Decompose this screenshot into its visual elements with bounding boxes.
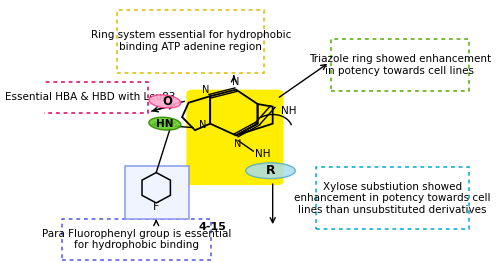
FancyBboxPatch shape [186,90,284,185]
Ellipse shape [149,95,180,108]
Text: N: N [232,77,239,87]
Text: Xylose substiution showed
enhancement in potency towards cell
lines than unsubst: Xylose substiution showed enhancement in… [294,182,491,215]
Text: F: F [153,202,160,212]
Text: O: O [162,95,172,108]
FancyBboxPatch shape [316,168,469,229]
Text: NH: NH [256,149,271,159]
Text: Triazole ring showed enhancement
in potency towards cell lines: Triazole ring showed enhancement in pote… [309,54,491,75]
FancyBboxPatch shape [124,165,190,219]
Text: Para Fluorophenyl group is essential
for hydrophobic binding: Para Fluorophenyl group is essential for… [42,229,232,250]
Ellipse shape [149,117,181,130]
Text: R: R [266,164,276,177]
Text: 4-15: 4-15 [198,222,226,232]
Text: Essential HBA & HBD with Leu83: Essential HBA & HBD with Leu83 [6,93,176,103]
Text: Ring system essential for hydrophobic
binding ATP adenine region: Ring system essential for hydrophobic bi… [90,31,291,52]
Ellipse shape [246,163,296,179]
Text: N: N [198,120,206,130]
FancyBboxPatch shape [62,219,211,260]
Text: N: N [202,85,209,95]
FancyBboxPatch shape [34,82,148,113]
FancyBboxPatch shape [118,10,264,73]
Text: NH: NH [282,105,297,115]
FancyBboxPatch shape [331,39,469,91]
Text: HN: HN [156,119,174,129]
Text: N: N [234,139,242,149]
